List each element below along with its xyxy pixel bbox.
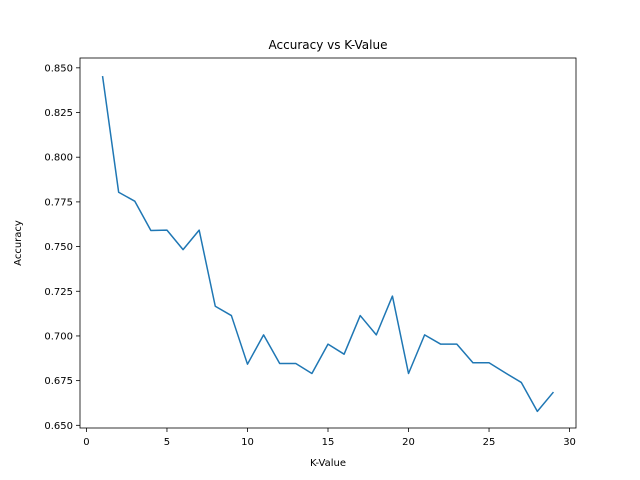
axes-frame: [79, 57, 577, 429]
y-tick-label: 0.700: [44, 331, 73, 342]
series-group: [101, 75, 555, 413]
x-axis: 0 5 10 15 20 25 30: [83, 428, 576, 448]
y-tick-label: 0.725: [44, 287, 73, 298]
y-axis: 0.650 0.675 0.700 0.725 0.750 0.775 0.800 0.825…: [44, 63, 80, 432]
y-tick-label: 0.800: [44, 153, 73, 164]
plot-area: 0 5 10 15 20 25 30 0.6500.6750.7000.7250.7500.…: [44, 57, 577, 448]
chart-title: Accuracy vs K-Value: [269, 38, 388, 52]
y-tick-label: 0.675: [44, 376, 73, 387]
x-tick-label: 25: [483, 437, 496, 448]
x-tick-label: 0: [83, 437, 89, 448]
y-tick-label: 0.775: [44, 197, 73, 208]
y-tick-label: 0.850: [44, 63, 73, 74]
x-tick-label: 30: [563, 437, 576, 448]
y-tick-label: 0.650: [44, 421, 73, 432]
y-tick-label: 0.825: [44, 108, 73, 119]
x-tick-label: 10: [241, 437, 254, 448]
y-axis-label: Accuracy: [13, 220, 24, 266]
x-tick-label: 5: [164, 437, 170, 448]
y-tick-label: 0.750: [44, 242, 73, 253]
x-axis-label: K-Value: [310, 458, 346, 469]
x-tick-label: 20: [402, 437, 415, 448]
x-tick-label: 15: [322, 437, 335, 448]
series-line: [101, 75, 555, 413]
